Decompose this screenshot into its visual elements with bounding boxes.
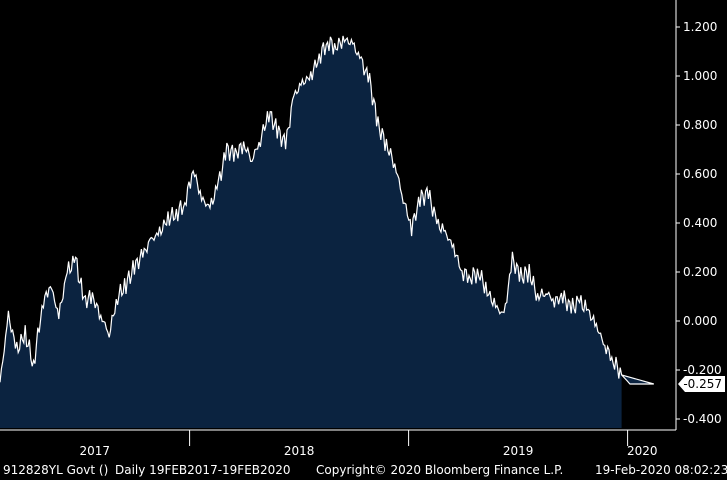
x-tick-label-2018: 2018: [284, 444, 315, 458]
footer-copyright: Copyright© 2020 Bloomberg Finance L.P.: [316, 463, 564, 477]
footer-bar: 912828YL Govt () Daily 19FEB2017-19FEB20…: [0, 462, 727, 480]
y-tick-label-4: 0.400: [683, 216, 717, 230]
footer-timestamp: 19-Feb-2020 08:02:23: [595, 463, 727, 477]
x-tick-label-2020: 2020: [627, 444, 658, 458]
last-value-label: -0.257: [683, 377, 722, 391]
plot-area: [0, 35, 654, 429]
y-tick-label-0: 1.200: [683, 20, 717, 34]
last-value-marker: -0.257: [678, 375, 725, 392]
series-line-0: [0, 35, 654, 385]
x-tick-label-2019: 2019: [503, 444, 534, 458]
last-value-box: [678, 375, 725, 392]
x-axis: 2017 2018 2019 2020: [0, 429, 676, 458]
x-tick-label-2017: 2017: [80, 444, 111, 458]
y-tick-label-5: 0.200: [683, 265, 717, 279]
y-tick-label-7: -0.200: [683, 363, 722, 377]
chart: 1.200 1.000 0.800 0.600 0.400 0.200 0.000 -0.20…: [0, 0, 725, 458]
footer-ticker: 912828YL Govt (): [3, 463, 109, 477]
y-tick-label-3: 0.600: [683, 167, 717, 181]
y-tick-label-8: -0.400: [683, 412, 722, 426]
y-tick-label-1: 1.000: [683, 69, 717, 83]
y-tick-label-6: 0.000: [683, 314, 717, 328]
y-axis: 1.200 1.000 0.800 0.600 0.400 0.200 0.000 -0.20…: [675, 0, 722, 430]
y-tick-label-2: 0.800: [683, 118, 717, 132]
footer-range: Daily 19FEB2017-19FEB2020: [115, 463, 291, 477]
series-area-0: [0, 35, 654, 429]
